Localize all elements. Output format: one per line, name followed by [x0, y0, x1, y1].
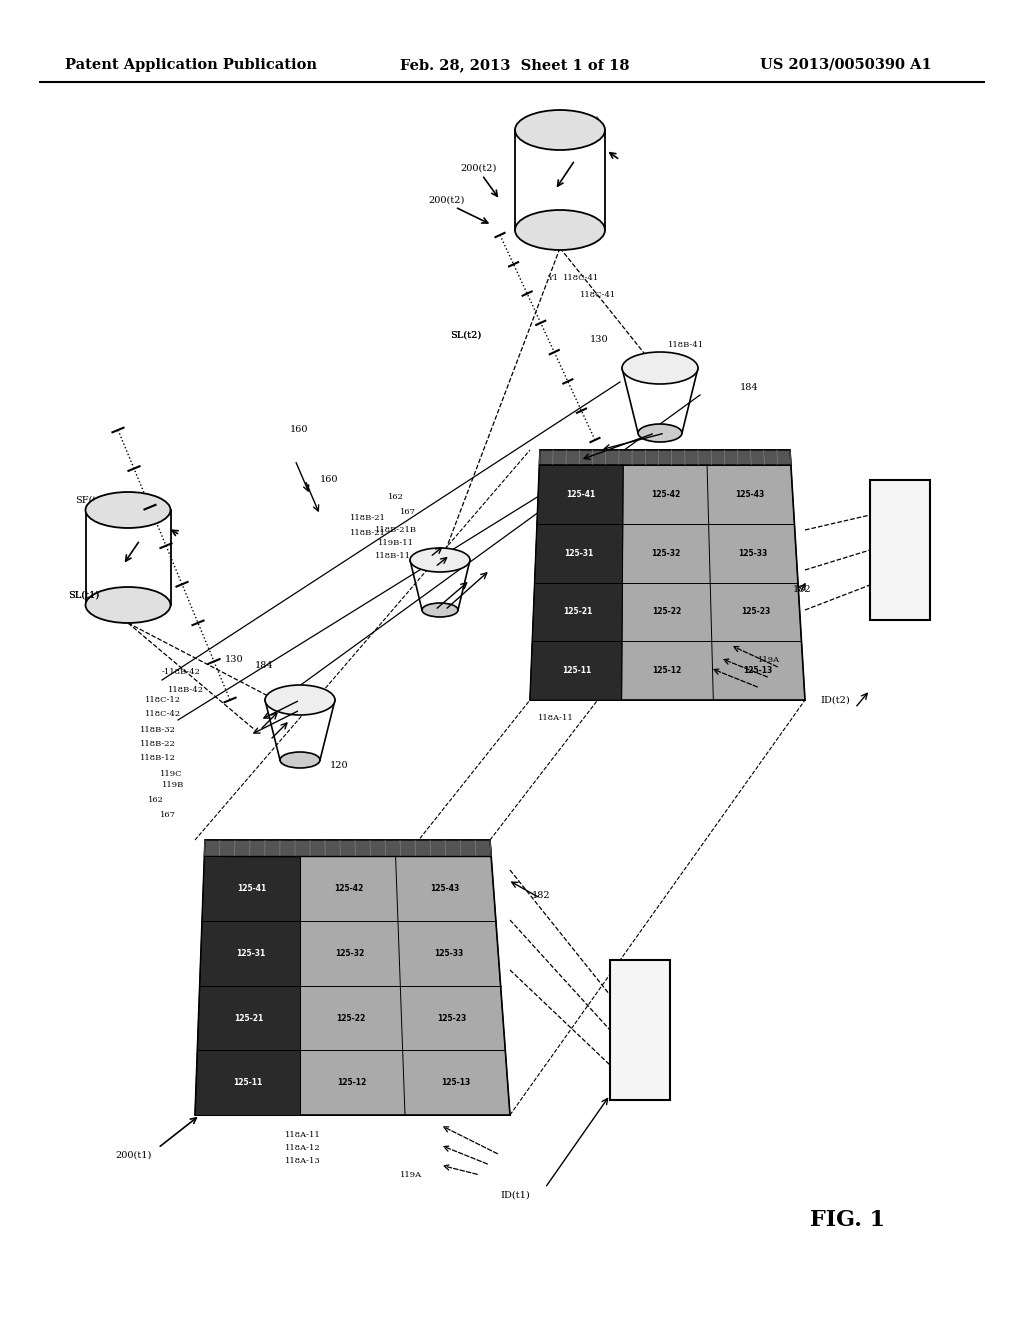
Text: 119A: 119A: [400, 1171, 422, 1179]
Text: 125-23: 125-23: [437, 1014, 467, 1023]
Text: 167: 167: [160, 810, 176, 818]
Text: 118B-21B: 118B-21B: [375, 525, 417, 535]
Text: 125-41: 125-41: [566, 490, 595, 499]
Text: 125-42: 125-42: [651, 490, 680, 499]
Text: Y1: Y1: [547, 275, 558, 282]
Text: 119B: 119B: [162, 781, 184, 789]
Text: 200(t2): 200(t2): [460, 164, 497, 173]
Text: 118A-12: 118A-12: [285, 1144, 321, 1152]
Text: 125-32: 125-32: [651, 549, 681, 557]
Text: 125-31: 125-31: [236, 949, 265, 958]
Text: ID(t1): ID(t1): [500, 1191, 529, 1200]
Bar: [870, 480, 930, 620]
Text: 119B-11: 119B-11: [378, 539, 414, 546]
Text: SF(t1): SF(t1): [75, 495, 106, 504]
Text: 160: 160: [290, 425, 308, 434]
Text: 200(t1): 200(t1): [115, 1151, 152, 1159]
Text: -118B-42: -118B-42: [162, 668, 201, 676]
Text: 118B-21: 118B-21: [350, 529, 386, 537]
Bar: [610, 960, 670, 1100]
Text: 125-23: 125-23: [740, 607, 770, 616]
Text: 125-22: 125-22: [336, 1014, 366, 1023]
Text: 130: 130: [590, 335, 608, 345]
Text: 125-21: 125-21: [234, 1014, 264, 1023]
Text: 182: 182: [793, 586, 812, 594]
Text: 125-42: 125-42: [334, 884, 364, 894]
Text: 125-21: 125-21: [563, 607, 593, 616]
Text: 160: 160: [319, 475, 339, 484]
Ellipse shape: [638, 424, 682, 442]
Text: 120: 120: [330, 760, 348, 770]
Text: 125-13: 125-13: [441, 1078, 470, 1088]
Text: 125-33: 125-33: [434, 949, 463, 958]
Text: 118B-12: 118B-12: [140, 754, 176, 762]
Text: Feb. 28, 2013  Sheet 1 of 18: Feb. 28, 2013 Sheet 1 of 18: [400, 58, 630, 73]
Text: US 2013/0050390 A1: US 2013/0050390 A1: [760, 58, 932, 73]
Text: SL(t2): SL(t2): [450, 330, 481, 339]
Text: 119C: 119C: [160, 770, 182, 777]
Text: 119A: 119A: [758, 656, 780, 664]
Text: 118B-21: 118B-21: [350, 513, 386, 521]
Ellipse shape: [422, 603, 458, 616]
Text: 184: 184: [255, 660, 273, 669]
Polygon shape: [530, 465, 624, 700]
Text: SL(t1): SL(t1): [68, 590, 99, 599]
Text: 125-11: 125-11: [562, 667, 591, 675]
Text: 118B-42: 118B-42: [168, 686, 204, 694]
Text: 125-22: 125-22: [652, 607, 681, 616]
Text: 118C-41: 118C-41: [580, 290, 616, 300]
Text: 118A-11: 118A-11: [538, 714, 573, 722]
Text: Patent Application Publication: Patent Application Publication: [65, 58, 317, 73]
Text: 182: 182: [532, 891, 551, 899]
Text: 118A-11: 118A-11: [285, 1131, 321, 1139]
Polygon shape: [195, 857, 300, 1115]
Text: 125-13: 125-13: [743, 667, 772, 675]
Text: 118C-12: 118C-12: [145, 696, 181, 704]
Text: 125-41: 125-41: [237, 884, 266, 894]
Text: CONTROLLER
180: CONTROLLER 180: [890, 508, 909, 591]
Text: 118C-42: 118C-42: [145, 710, 181, 718]
Text: 118B-11: 118B-11: [375, 552, 411, 560]
Ellipse shape: [515, 110, 605, 150]
Text: 118C-41: 118C-41: [563, 275, 599, 282]
Ellipse shape: [85, 587, 171, 623]
Text: 200(t2): 200(t2): [428, 195, 464, 205]
Ellipse shape: [410, 548, 470, 572]
Text: 162: 162: [148, 796, 164, 804]
Ellipse shape: [265, 685, 335, 715]
Text: CONTROLLER
180: CONTROLLER 180: [631, 989, 649, 1072]
Polygon shape: [540, 450, 791, 465]
Ellipse shape: [515, 210, 605, 249]
Text: 118B-32: 118B-32: [140, 726, 176, 734]
Text: 118B-41: 118B-41: [668, 341, 705, 348]
Text: SL(t2): SL(t2): [450, 330, 481, 339]
Text: SF(t2): SF(t2): [568, 116, 599, 124]
Text: 125-43: 125-43: [735, 490, 765, 499]
Ellipse shape: [280, 752, 319, 768]
Ellipse shape: [85, 492, 171, 528]
Text: 125-31: 125-31: [564, 549, 594, 557]
Text: 118A-13: 118A-13: [285, 1158, 321, 1166]
Text: 130: 130: [225, 656, 244, 664]
Text: 125-33: 125-33: [738, 549, 767, 557]
Text: FIG. 1: FIG. 1: [810, 1209, 885, 1232]
Text: 162: 162: [388, 492, 403, 502]
Polygon shape: [530, 450, 805, 700]
Text: 118B-22: 118B-22: [140, 741, 176, 748]
Text: SL(t1): SL(t1): [68, 590, 99, 599]
Text: 167: 167: [400, 508, 416, 516]
Polygon shape: [195, 840, 510, 1115]
Text: 125-11: 125-11: [233, 1078, 263, 1088]
Text: 125-12: 125-12: [337, 1078, 367, 1088]
Ellipse shape: [622, 352, 698, 384]
Text: 184: 184: [740, 384, 759, 392]
Text: 125-32: 125-32: [335, 949, 365, 958]
Text: 125-43: 125-43: [430, 884, 460, 894]
Polygon shape: [205, 840, 492, 857]
Text: 125-12: 125-12: [652, 667, 682, 675]
Text: ID(t2): ID(t2): [820, 696, 850, 705]
